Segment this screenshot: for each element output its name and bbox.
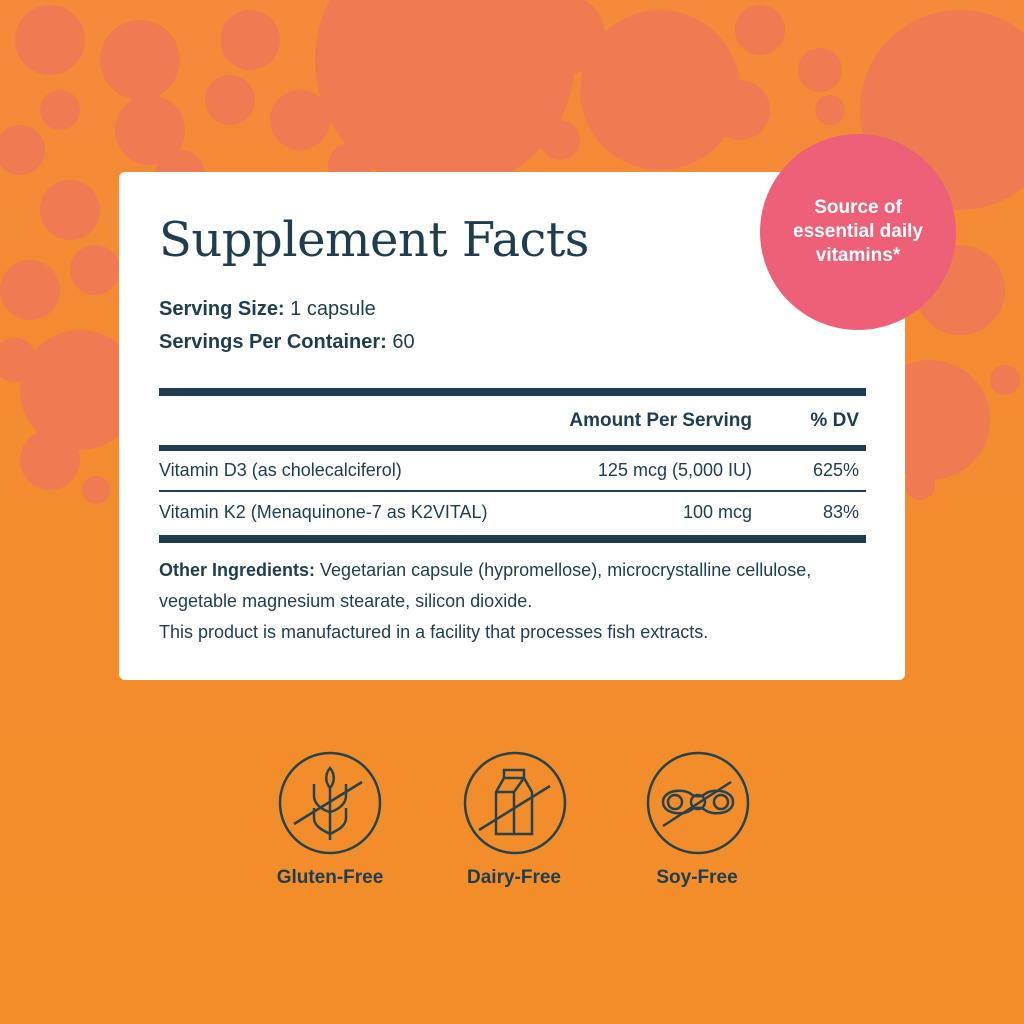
facility-note: This product is manufactured in a facili… (159, 622, 709, 642)
bubble (20, 430, 80, 490)
servings-per-container: Servings Per Container: 60 (159, 331, 415, 354)
nutrient-dv: 83% (822, 502, 859, 522)
serving-size-label: Serving Size: (159, 298, 285, 320)
divider (159, 535, 866, 543)
servings-label: Servings Per Container: (159, 331, 387, 353)
bubble (735, 5, 785, 55)
bubble (540, 120, 580, 160)
nutrient-name: Vitamin K2 (Menaquinone-7 as K2VITAL) (159, 502, 488, 522)
badge-text: Source of essential daily vitamins* (793, 197, 923, 266)
bubble (0, 125, 45, 175)
nutrient-amount: 100 mcg (682, 502, 752, 522)
bubble (815, 95, 845, 125)
dairy-free-label: Dairy-Free (467, 867, 561, 888)
gluten-free-label: Gluten-Free (276, 867, 384, 888)
amount-header: Amount Per Serving (569, 410, 752, 431)
bubble (205, 75, 255, 125)
bubble (100, 20, 180, 100)
servings-value: 60 (392, 331, 415, 353)
milk-carton-crossed-icon (463, 751, 567, 855)
serving-size-value: 1 capsule (290, 298, 376, 320)
bubble (0, 260, 60, 320)
bubble (580, 10, 740, 170)
bubble (710, 80, 770, 140)
soybean-crossed-icon (646, 751, 750, 855)
bubble (798, 48, 842, 92)
divider (159, 490, 866, 492)
nutrient-dv: 625% (812, 460, 859, 480)
bubble (990, 365, 1020, 395)
bubble (40, 90, 80, 130)
other-ingredients: Other Ingredients: Vegetarian capsule (h… (159, 555, 859, 648)
divider (159, 388, 866, 396)
bubble (270, 90, 330, 150)
bubble (15, 5, 85, 75)
nutrient-amount: 125 mcg (5,000 IU) (597, 460, 752, 480)
nutrient-name: Vitamin D3 (as cholecalciferol) (159, 460, 402, 480)
page-title: Supplement Facts (159, 212, 589, 268)
other-ingredients-label: Other Ingredients: (159, 560, 316, 580)
bubble (70, 245, 120, 295)
bubble (40, 180, 100, 240)
divider (159, 445, 866, 451)
dv-header: % DV (810, 410, 859, 431)
wheat-crossed-icon (278, 751, 382, 855)
vitamins-badge: Source of essential daily vitamins* (760, 134, 956, 330)
bubble (82, 476, 110, 504)
other-ingredients-text: Vegetarian capsule (hypromellose), micro… (159, 560, 812, 611)
bubble (525, 0, 605, 75)
bubble (220, 10, 280, 70)
serving-size: Serving Size: 1 capsule (159, 298, 376, 321)
bubble (905, 470, 935, 500)
soy-free-label: Soy-Free (656, 867, 738, 888)
